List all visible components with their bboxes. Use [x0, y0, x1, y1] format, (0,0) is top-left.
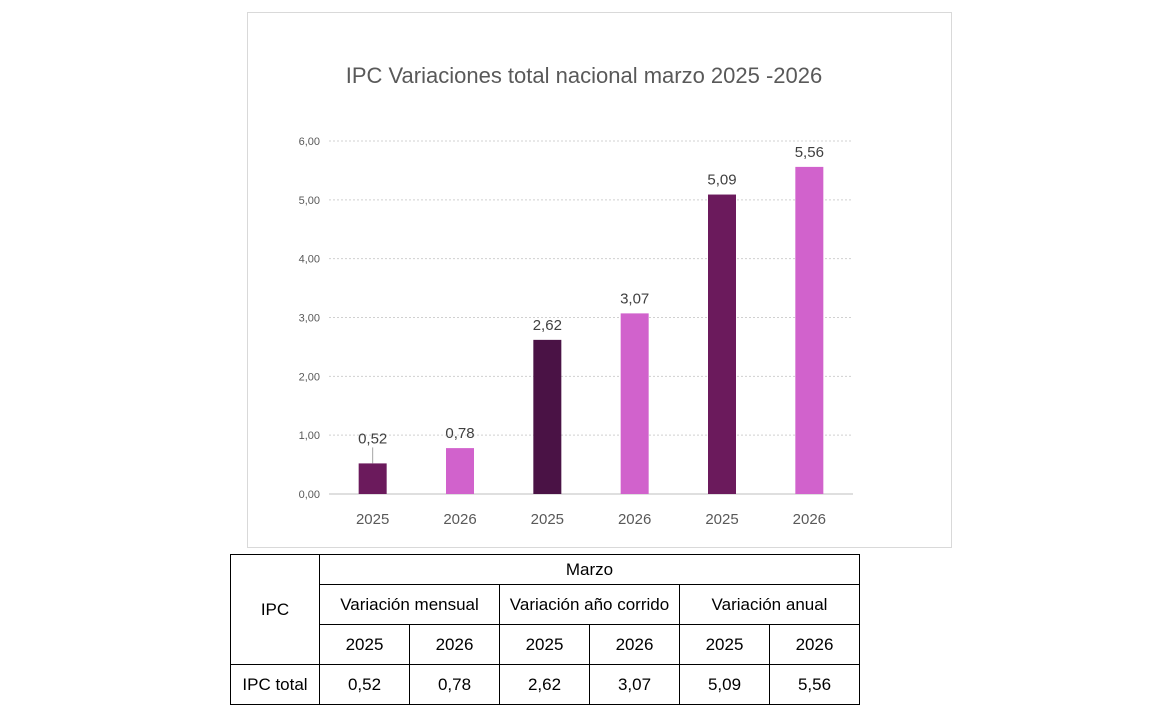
data-label: 5,56 — [795, 144, 824, 161]
year-header: 2026 — [769, 624, 860, 665]
year-header: 2026 — [589, 624, 680, 665]
x-tick-label: 2025 — [705, 511, 738, 528]
data-label: 0,78 — [445, 425, 474, 442]
y-tick-label: 1,00 — [299, 430, 320, 442]
data-label: 2,62 — [533, 317, 562, 334]
data-label: 3,07 — [620, 290, 649, 307]
data-label: 0,52 — [358, 430, 387, 447]
year-header: 2026 — [409, 624, 500, 665]
category-header-mensual: Variación mensual — [319, 584, 500, 625]
bar — [708, 194, 736, 494]
value-cell: 5,56 — [769, 664, 860, 705]
ipc-header-cell: IPC — [230, 554, 320, 665]
bar — [533, 339, 562, 494]
x-tick-label: 2025 — [356, 511, 389, 528]
x-tick-label: 2026 — [443, 511, 476, 528]
chart-title: IPC Variaciones total nacional marzo 202… — [346, 63, 823, 88]
year-header: 2025 — [499, 624, 590, 665]
year-header: 2025 — [319, 624, 410, 665]
row-label-ipc-total: IPC total — [230, 664, 320, 705]
category-header-ano-corrido: Variación año corrido — [499, 584, 680, 625]
value-cell: 0,78 — [409, 664, 500, 705]
bar — [446, 448, 474, 494]
category-header-anual: Variación anual — [679, 584, 860, 625]
bar — [795, 166, 824, 495]
y-tick-label: 2,00 — [299, 371, 320, 383]
value-cell: 0,52 — [319, 664, 410, 705]
data-label: 5,09 — [707, 172, 736, 189]
y-tick-label: 5,00 — [299, 195, 320, 207]
chart-container: IPC Variaciones total nacional marzo 202… — [247, 12, 952, 548]
year-header: 2025 — [679, 624, 770, 665]
y-tick-label: 0,00 — [299, 489, 320, 501]
x-tick-label: 2026 — [793, 511, 826, 528]
value-cell: 5,09 — [679, 664, 770, 705]
y-tick-label: 4,00 — [299, 254, 320, 266]
y-tick-label: 6,00 — [299, 136, 320, 148]
value-cell: 3,07 — [589, 664, 680, 705]
ipc-table: IPC Marzo Variación mensual Variación añ… — [230, 554, 860, 705]
x-tick-label: 2025 — [531, 511, 564, 528]
bar — [358, 463, 387, 494]
y-tick-label: 3,00 — [299, 313, 320, 325]
marzo-header: Marzo — [319, 554, 860, 585]
x-tick-label: 2026 — [618, 511, 651, 528]
bar-chart: IPC Variaciones total nacional marzo 202… — [299, 63, 853, 528]
value-cell: 2,62 — [499, 664, 590, 705]
bar — [620, 313, 649, 494]
